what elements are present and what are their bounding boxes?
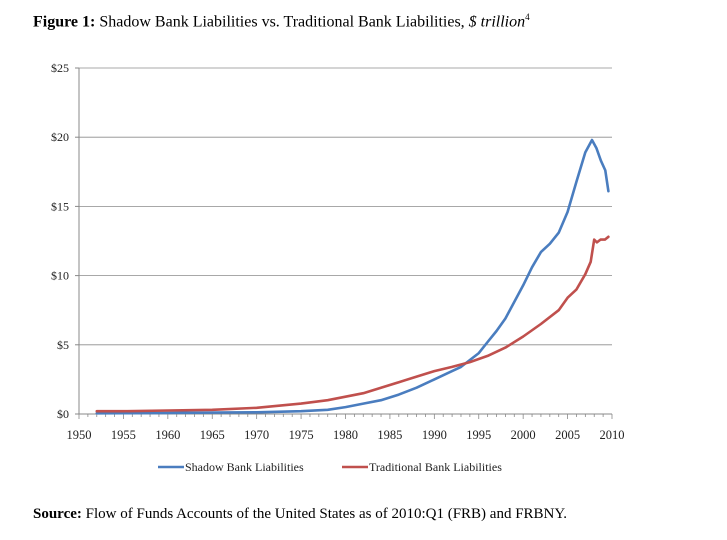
axes <box>78 68 612 415</box>
x-axis-ticks: 1950 1955 1960 1965 1970 1975 1980 1985 1990 1995… <box>67 414 625 442</box>
y-tick-label: $15 <box>51 199 69 213</box>
x-tick-label: 1985 <box>377 428 402 442</box>
source-text: Flow of Funds Accounts of the United Sta… <box>85 506 568 522</box>
y-tick-label: $25 <box>51 61 69 75</box>
x-tick-label: 1950 <box>67 428 92 442</box>
x-tick-label: 1980 <box>333 428 358 442</box>
y-tick-label: $20 <box>51 130 69 144</box>
legend-label: Shadow Bank Liabilities <box>185 460 304 474</box>
source-note: Source: Flow of Funds Accounts of the Un… <box>33 506 567 523</box>
x-tick-label: 1975 <box>289 428 314 442</box>
figure-title: Figure 1: Shadow Bank Liabilities vs. Tr… <box>33 12 530 31</box>
x-tick-label: 2000 <box>511 428 536 442</box>
x-tick-label: 1960 <box>155 428 180 442</box>
line-chart: $0 $5 $10 $15 $20 $25 1950 1955 1960 1965 1970 197… <box>51 61 625 474</box>
figure-label: Figure 1: <box>33 13 96 31</box>
grid-lines <box>79 67 612 346</box>
figure-unit: $ trillion <box>468 13 526 31</box>
x-tick-label: 2005 <box>555 428 580 442</box>
y-tick-label: $5 <box>57 338 69 352</box>
footnote-mark: 4 <box>525 12 530 22</box>
x-tick-label: 1955 <box>111 428 136 442</box>
legend: Shadow Bank Liabilities Traditional Bank … <box>158 460 502 474</box>
y-axis-ticks: $0 $5 $10 $15 $20 $25 <box>51 61 79 421</box>
x-tick-label: 1970 <box>244 428 269 442</box>
series-line-traditional-bank <box>95 235 610 413</box>
legend-label: Traditional Bank Liabilities <box>369 460 502 474</box>
x-tick-label: 1995 <box>466 428 491 442</box>
series-lines <box>95 138 610 415</box>
x-tick-label: 2010 <box>600 428 625 442</box>
x-tick-label: 1965 <box>200 428 225 442</box>
source-label: Source: <box>33 506 82 522</box>
y-tick-label: $10 <box>51 269 69 283</box>
y-tick-label: $0 <box>57 407 69 421</box>
series-line-shadow-bank <box>95 138 610 415</box>
x-tick-label: 1990 <box>422 428 447 442</box>
figure-title-text: Shadow Bank Liabilities vs. Traditional … <box>99 13 465 31</box>
